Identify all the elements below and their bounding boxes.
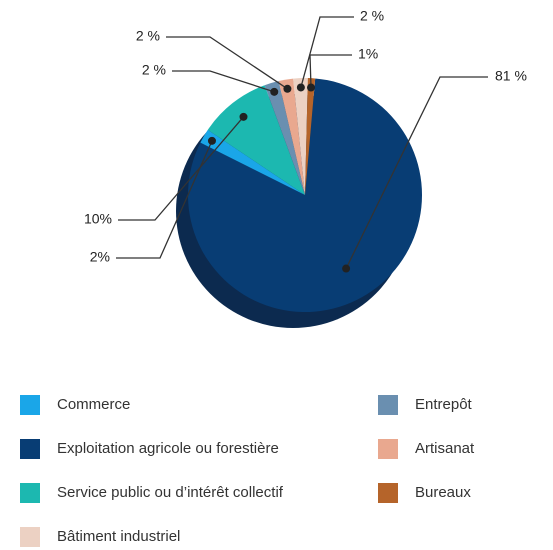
legend-label: Artisanat xyxy=(415,440,475,457)
legend-label: Commerce xyxy=(57,396,130,413)
data-label: 2 % xyxy=(136,28,160,44)
data-label: 81 % xyxy=(495,68,527,84)
data-label: 2 % xyxy=(360,8,384,24)
leader-dot xyxy=(207,136,216,145)
leader-line xyxy=(172,70,275,93)
data-label: 2 % xyxy=(142,62,166,78)
leader-line xyxy=(118,116,244,221)
leader-dot xyxy=(239,112,248,121)
leader-dot xyxy=(307,83,316,92)
legend-label: Service public ou d’intérêt collectif xyxy=(57,484,284,501)
pie-slice xyxy=(207,85,305,195)
data-label: 1% xyxy=(358,46,378,62)
leader-dot xyxy=(283,84,292,93)
leader-line xyxy=(166,36,288,90)
legend-swatch xyxy=(378,439,398,459)
leader-dot xyxy=(342,264,351,273)
legend-swatch xyxy=(378,395,398,415)
pie-slice xyxy=(200,129,305,195)
legend-label: Bâtiment industriel xyxy=(57,528,180,545)
leader-dot xyxy=(270,87,279,96)
data-label: 2% xyxy=(90,249,110,265)
pie-slice xyxy=(278,78,305,195)
legend-label: Entrepôt xyxy=(415,396,473,413)
pie-slice xyxy=(264,80,305,195)
legend-swatch xyxy=(20,395,40,415)
legend-swatch xyxy=(378,483,398,503)
legend-swatch xyxy=(20,483,40,503)
legend-swatch xyxy=(20,439,40,459)
leader-dot xyxy=(296,83,305,92)
pie-slice xyxy=(187,78,422,312)
leader-line xyxy=(116,140,213,259)
legend-swatch xyxy=(20,527,40,547)
leader-line xyxy=(345,76,488,269)
leader-line xyxy=(309,54,352,88)
pie-slice xyxy=(293,78,308,195)
legend-label: Bureaux xyxy=(415,484,471,501)
pie-slice xyxy=(305,78,316,195)
data-label: 10% xyxy=(84,211,112,227)
leader-line xyxy=(300,16,354,88)
legend-label: Exploitation agricole ou forestière xyxy=(57,440,279,457)
